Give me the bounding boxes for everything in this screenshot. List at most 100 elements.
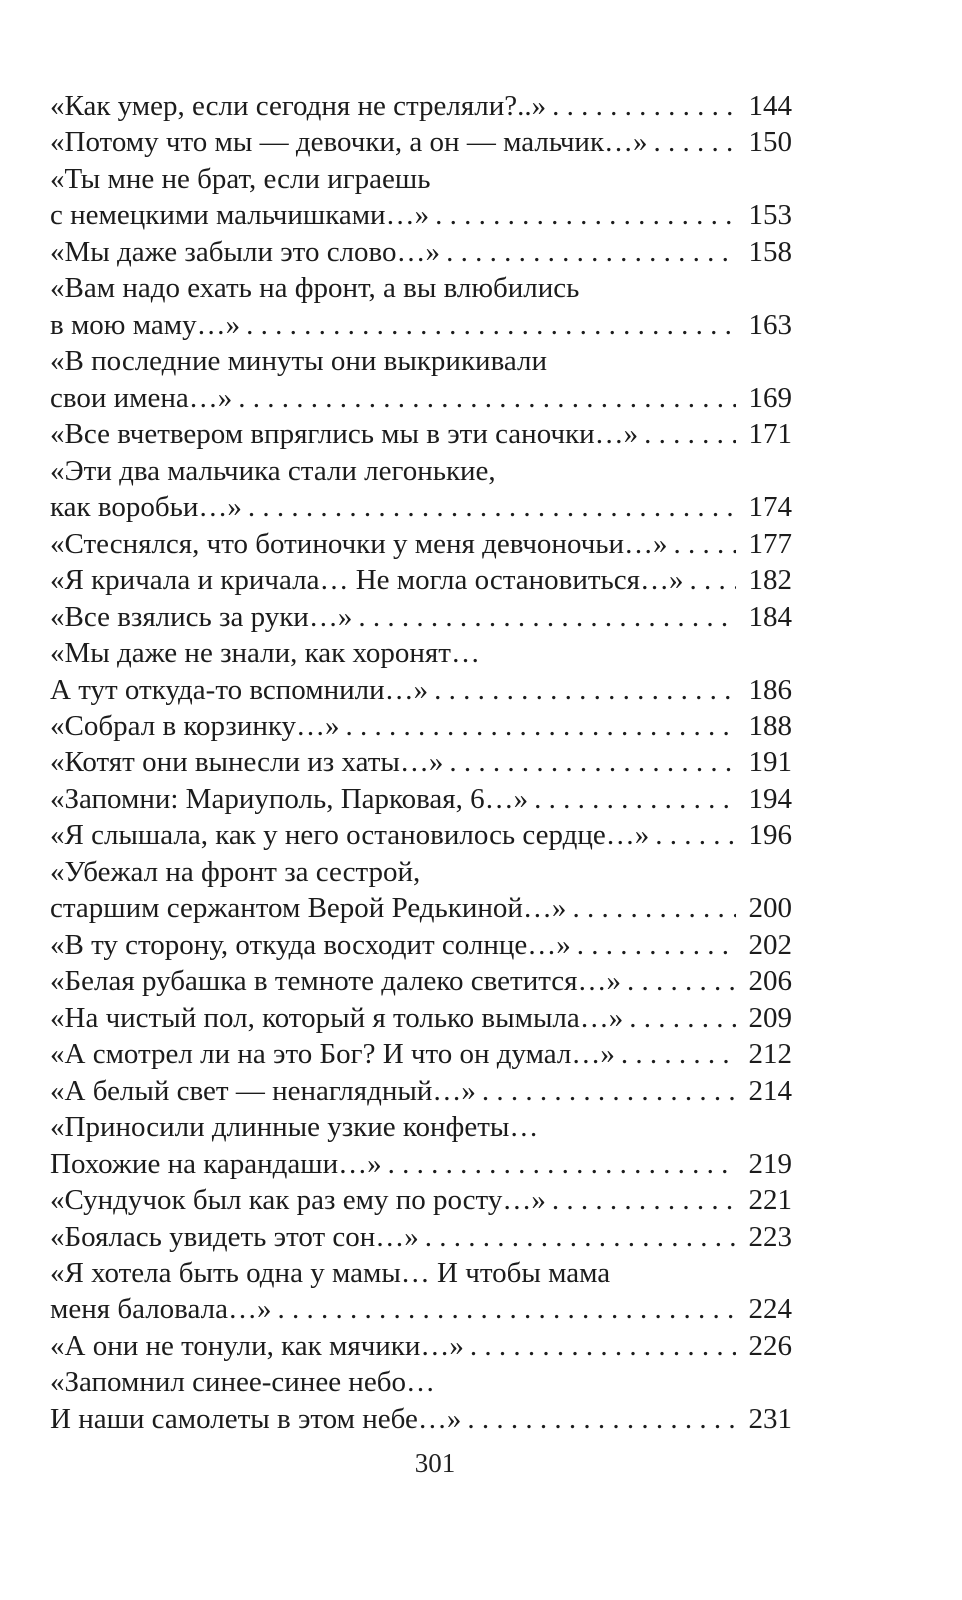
toc-entry-page: 171 bbox=[748, 418, 793, 451]
toc-entry-title: «Все вчетвером впряглись мы в эти саночк… bbox=[50, 418, 639, 451]
toc-entry-title: «В последние минуты они выкрикивали bbox=[50, 345, 547, 378]
toc-entry-title: меня баловала…» bbox=[50, 1293, 272, 1326]
toc-entry-page: 219 bbox=[748, 1147, 793, 1180]
toc-entry-page: 182 bbox=[748, 564, 793, 597]
toc-entry-page: 186 bbox=[748, 673, 793, 706]
toc-entry-line: свои имена…» 169 bbox=[50, 380, 792, 416]
dot-leader bbox=[446, 234, 736, 270]
toc-entry-line: «Запомнил синее-синее небо… bbox=[50, 1364, 792, 1400]
dot-leader bbox=[358, 599, 736, 635]
toc-entry-title: «Эти два мальчика стали легонькие, bbox=[50, 454, 496, 487]
toc-entry-line: как воробьи…» 174 bbox=[50, 489, 792, 525]
toc-entry-title: свои имена…» bbox=[50, 381, 233, 414]
toc-entry-title: «Запомнил синее-синее небо… bbox=[50, 1366, 435, 1399]
toc-entry-page: 153 bbox=[748, 199, 793, 232]
toc-entry-line: «Все вчетвером впряглись мы в эти саночк… bbox=[50, 416, 792, 452]
toc-entry-page: 212 bbox=[748, 1038, 793, 1071]
toc-entry-title: «Вам надо ехать на фронт, а вы влюбились bbox=[50, 272, 580, 305]
toc-entry-line: «Потому что мы — девочки, а он — мальчик… bbox=[50, 124, 792, 160]
toc-entry-line: «Котят они вынесли из хаты…» 191 bbox=[50, 744, 792, 780]
toc-entry-title: «Сундучок был как раз ему по росту…» bbox=[50, 1184, 546, 1217]
toc-entry-line: Похожие на карандаши…» 219 bbox=[50, 1146, 792, 1182]
toc-entry-title: «Мы даже не знали, как хоронят… bbox=[50, 637, 480, 670]
toc-entry-line: «Убежал на фронт за сестрой, bbox=[50, 854, 792, 890]
toc-entry-title: «А они не тонули, как мячики…» bbox=[50, 1329, 464, 1362]
toc-entry-title: А тут откуда-то вспомнили…» bbox=[50, 673, 429, 706]
table-of-contents: «Как умер, если сегодня не стреляли?..» 1… bbox=[50, 88, 792, 1437]
toc-entry-line: «А смотрел ли на это Бог? И что он думал… bbox=[50, 1036, 792, 1072]
toc-entry-line: И наши самолеты в этом небе…» 231 bbox=[50, 1401, 792, 1437]
toc-entry-line: «Запомни: Мариуполь, Парковая, 6…» 194 bbox=[50, 781, 792, 817]
dot-leader bbox=[654, 124, 736, 160]
dot-leader bbox=[534, 781, 736, 817]
toc-entry-title: в мою маму…» bbox=[50, 308, 241, 341]
dot-leader bbox=[470, 1328, 736, 1364]
toc-entry-page: 214 bbox=[748, 1074, 793, 1107]
toc-entry-line: «Ты мне не брат, если играешь bbox=[50, 161, 792, 197]
toc-entry-line: «А белый свет — ненаглядный…» 214 bbox=[50, 1073, 792, 1109]
toc-entry-page: 209 bbox=[748, 1001, 793, 1034]
toc-entry-line: А тут откуда-то вспомнили…» 186 bbox=[50, 672, 792, 708]
dot-leader bbox=[644, 416, 736, 452]
dot-leader bbox=[572, 890, 736, 926]
toc-entry-title: «Я хотела быть одна у мамы… И чтобы мама bbox=[50, 1257, 611, 1289]
toc-entry-line: «Приносили длинные узкие конфеты… bbox=[50, 1109, 792, 1145]
toc-entry-page: 174 bbox=[748, 491, 793, 524]
toc-entry-line: «В ту сторону, откуда восходит солнце…» 2… bbox=[50, 927, 792, 963]
toc-entry-title: «Все взялись за руки…» bbox=[50, 600, 353, 633]
dot-leader bbox=[655, 817, 736, 853]
dot-leader bbox=[248, 489, 736, 525]
toc-entry-line: «Белая рубашка в темноте далеко светится… bbox=[50, 963, 792, 999]
dot-leader bbox=[435, 197, 736, 233]
page-number: 301 bbox=[414, 1448, 456, 1478]
toc-entry-page: 188 bbox=[748, 709, 793, 742]
toc-entry-page: 226 bbox=[748, 1329, 793, 1362]
dot-leader bbox=[621, 1036, 736, 1072]
toc-entry-line: «Сундучок был как раз ему по росту…» 221 bbox=[50, 1182, 792, 1218]
dot-leader bbox=[482, 1073, 736, 1109]
toc-entry-line: «В последние минуты они выкрикивали bbox=[50, 343, 792, 379]
dot-leader bbox=[627, 963, 736, 999]
dot-leader bbox=[434, 672, 736, 708]
toc-entry-title: «Стеснялся, что ботиночки у меня девчоно… bbox=[50, 527, 668, 560]
toc-entry-line: старшим сержантом Верой Редькиной…» 200 bbox=[50, 890, 792, 926]
toc-entry-line: «Мы даже не знали, как хоронят… bbox=[50, 635, 792, 671]
toc-entry-line: «Собрал в корзинку…» 188 bbox=[50, 708, 792, 744]
dot-leader bbox=[277, 1291, 736, 1327]
toc-entry-page: 191 bbox=[748, 746, 793, 779]
toc-entry-line: «Все взялись за руки…» 184 bbox=[50, 599, 792, 635]
dot-leader bbox=[246, 307, 736, 343]
toc-entry-line: «Я хотела быть одна у мамы… И чтобы мама bbox=[50, 1255, 792, 1291]
toc-entry-title: «Я кричала и кричала… Не могла остановит… bbox=[50, 564, 684, 597]
toc-entry-page: 194 bbox=[748, 782, 793, 815]
toc-entry-title: «Убежал на фронт за сестрой, bbox=[50, 855, 421, 888]
toc-entry-page: 221 bbox=[748, 1184, 793, 1217]
toc-entry-line: «А они не тонули, как мячики…» 226 bbox=[50, 1328, 792, 1364]
toc-entry-line: «Как умер, если сегодня не стреляли?..» 1… bbox=[50, 88, 792, 124]
dot-leader bbox=[577, 927, 736, 963]
dot-leader bbox=[467, 1401, 736, 1437]
toc-entry-page: 202 bbox=[748, 928, 793, 961]
toc-entry-page: 169 bbox=[748, 381, 793, 414]
toc-entry-title: И наши самолеты в этом небе…» bbox=[50, 1402, 462, 1435]
toc-entry-page: 200 bbox=[748, 892, 793, 925]
dot-leader bbox=[346, 708, 736, 744]
toc-entry-title: с немецкими мальчишками…» bbox=[50, 199, 430, 232]
dot-leader bbox=[425, 1219, 736, 1255]
toc-entry-page: 163 bbox=[748, 308, 793, 341]
dot-leader bbox=[674, 526, 736, 562]
toc-entry-line: в мою маму…» 163 bbox=[50, 307, 792, 343]
dot-leader bbox=[388, 1146, 736, 1182]
dot-leader bbox=[629, 1000, 736, 1036]
toc-entry-page: 224 bbox=[748, 1293, 793, 1326]
toc-entry-page: 206 bbox=[748, 965, 793, 998]
toc-entry-title: «Я слышала, как у него остановилось серд… bbox=[50, 819, 650, 852]
toc-entry-line: «Я слышала, как у него остановилось серд… bbox=[50, 817, 792, 853]
toc-entry-title: «Ты мне не брат, если играешь bbox=[50, 162, 431, 195]
toc-entry-title: «Запомни: Мариуполь, Парковая, 6…» bbox=[50, 782, 529, 815]
toc-entry-title: «Мы даже забыли это слово…» bbox=[50, 235, 441, 268]
dot-leader bbox=[689, 562, 736, 598]
toc-entry-title: «А белый свет — ненаглядный…» bbox=[50, 1074, 476, 1107]
dot-leader bbox=[449, 744, 736, 780]
toc-entry-page: 144 bbox=[748, 90, 793, 122]
